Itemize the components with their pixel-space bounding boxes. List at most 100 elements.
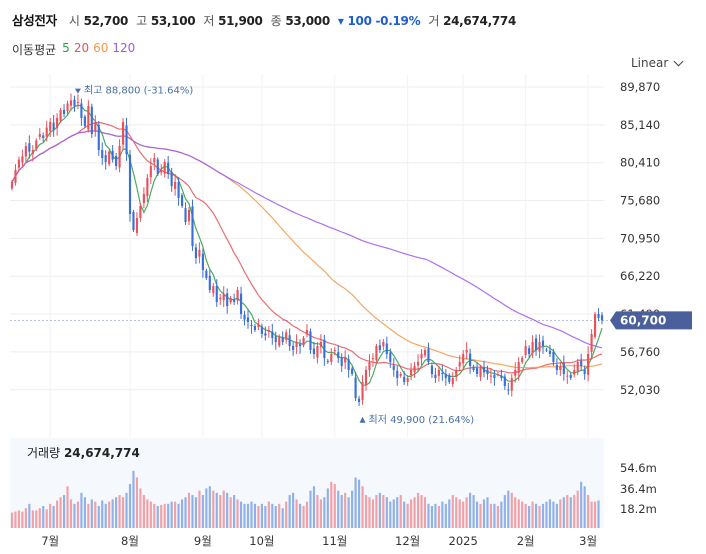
volume-bar [49, 503, 52, 528]
volume-bar [587, 495, 590, 528]
candle-body [524, 346, 527, 356]
candle-body [229, 298, 232, 303]
min-marker-triangle-icon [359, 416, 366, 423]
volume-bar [264, 506, 267, 528]
volume-bar [132, 470, 135, 528]
volume-bar [28, 503, 31, 528]
time-axis: 7월 8월 9월 10월 11월 12월 2025 2월 3월 [41, 534, 597, 548]
volume-bar [524, 503, 527, 528]
volume-bar [448, 499, 451, 528]
candle-body [187, 210, 191, 222]
candle-body [14, 170, 17, 183]
price-tick-label: 80,410 [620, 156, 660, 170]
candle-body [264, 333, 267, 336]
candle-body [31, 150, 34, 154]
candle-body [24, 146, 27, 157]
candle-body [517, 362, 520, 373]
max-marker-triangle-icon [74, 88, 81, 94]
candle-body [101, 150, 104, 158]
volume-bar [434, 503, 437, 528]
ma5-toggle[interactable]: 5 [62, 41, 70, 55]
candle-body [573, 370, 576, 375]
volume-value: 24,674,774 [443, 14, 516, 28]
volume-bar [441, 501, 444, 528]
candle-body [475, 367, 479, 374]
volume-bar [94, 501, 97, 528]
candle-body [115, 156, 118, 166]
candle-body [184, 208, 187, 222]
volume-bar [309, 490, 312, 528]
volume-tick-54m: 54.6m [620, 461, 657, 475]
candle-body [600, 315, 604, 321]
volume-bar [319, 499, 322, 528]
volume-bar [108, 501, 111, 528]
volume-bar [146, 499, 149, 528]
candle-body [437, 370, 440, 376]
candle-body [566, 375, 569, 377]
volume-bar [121, 497, 125, 528]
candle-body [253, 326, 257, 330]
volume-bar [399, 495, 402, 528]
volume-bar [250, 501, 253, 528]
candle-body [257, 324, 260, 328]
candle-body [330, 354, 333, 362]
volume-bar [111, 499, 114, 528]
candle-body [208, 275, 211, 290]
volume-bar [489, 503, 493, 528]
candle-body [580, 360, 583, 366]
candle-body [541, 340, 545, 346]
volume-bar [288, 495, 291, 528]
candle-body [139, 206, 142, 218]
candle-body [378, 345, 381, 350]
candle-body [528, 348, 531, 354]
volume-bars [10, 470, 600, 528]
candle-body [35, 140, 38, 150]
ma20-toggle[interactable]: 20 [73, 41, 90, 55]
candle-body [548, 350, 552, 354]
volume-bar [410, 499, 413, 528]
stock-header: 삼성전자 시 52,700 고 53,100 저 51,900 종 53,000… [12, 10, 524, 32]
candle-body [382, 342, 385, 347]
volume-bar [517, 499, 520, 528]
volume-bar [69, 499, 73, 528]
candle-body [510, 378, 513, 391]
volume-bar [260, 503, 263, 528]
candle-body [399, 374, 402, 376]
ma60-toggle[interactable]: 60 [93, 41, 109, 55]
volume-axis: 54.6m 36.4m 18.2m [620, 461, 657, 516]
candle-body [194, 247, 198, 258]
candle-body [52, 122, 55, 130]
volume-bar [469, 492, 472, 528]
candle-body [340, 357, 343, 366]
candle-body [406, 378, 409, 382]
candle-body [233, 299, 236, 302]
volume-bar [503, 495, 506, 528]
volume-bar [128, 484, 132, 528]
volume-bar [142, 495, 145, 528]
volume-bar [83, 497, 86, 528]
volume-bar [458, 499, 461, 528]
volume-bar [566, 495, 569, 528]
candle-body [364, 370, 368, 385]
volume-bar [389, 501, 392, 528]
candle-body [444, 374, 447, 378]
volume-bar [45, 509, 48, 528]
candle-body [111, 150, 114, 160]
candle-body [167, 162, 170, 174]
candle-body [410, 370, 413, 376]
candle-body [482, 367, 486, 373]
candle-body [59, 110, 62, 121]
candle-body [555, 364, 558, 370]
volume-bar [531, 501, 534, 528]
volume-bar [514, 497, 517, 528]
ma120-toggle[interactable]: 120 [112, 41, 136, 55]
volume-bar [267, 501, 270, 528]
scale-toggle[interactable]: Linear [631, 56, 684, 70]
volume-bar [534, 503, 538, 528]
volume-bar [416, 492, 420, 528]
candle-body [295, 342, 298, 348]
volume-bar [167, 503, 170, 528]
volume-bar [337, 490, 340, 528]
volume-bar [482, 499, 486, 528]
